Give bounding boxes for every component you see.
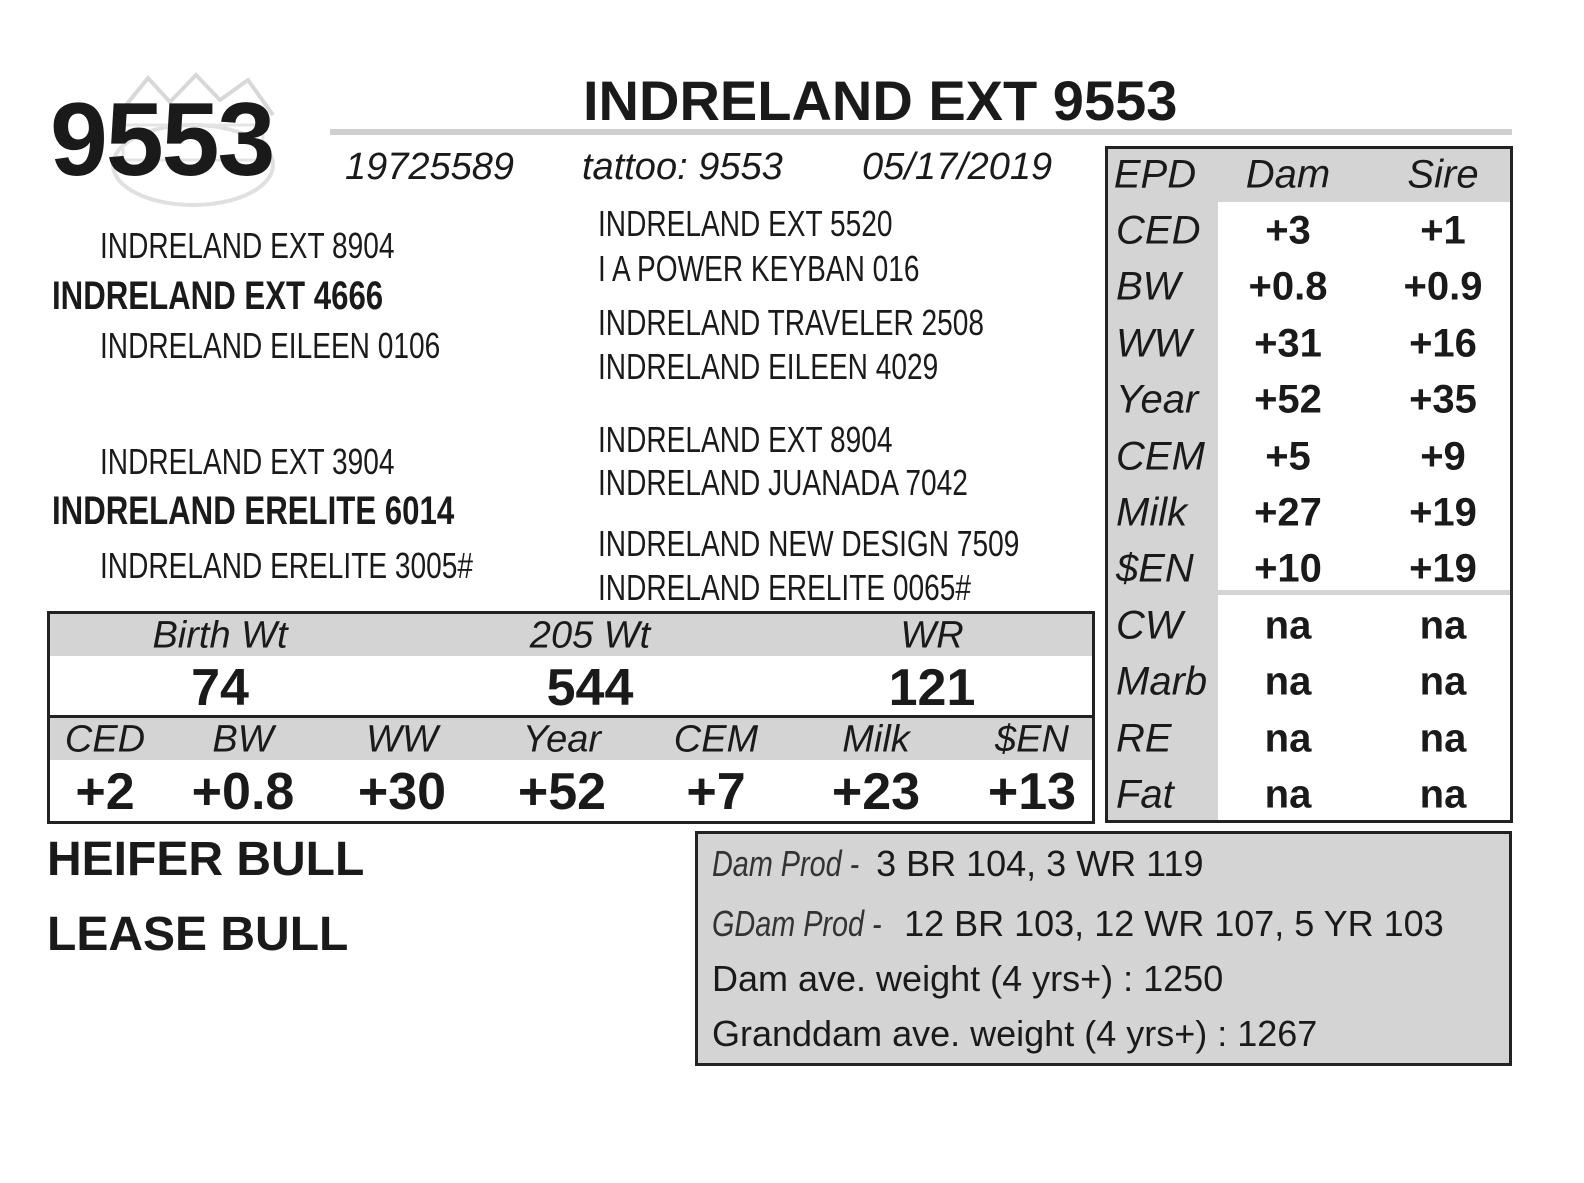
epd-dam-milk: +27: [1254, 490, 1322, 535]
perf-value-dollar-en: +13: [987, 763, 1077, 821]
epd-header-trait: EPD: [1113, 152, 1197, 197]
epd-sire-ced: +1: [1420, 208, 1466, 253]
dam-average-weight: Dam ave. weight (4 yrs+) : 1250: [712, 958, 1224, 999]
epd-trait-ced: CED: [1116, 208, 1201, 253]
perf-label-dollar-en: $EN: [995, 718, 1069, 761]
gdam-prod-value: 12 BR 103, 12 WR 107, 5 YR 103: [904, 903, 1444, 944]
205-weight-label: 205 Wt: [529, 614, 651, 657]
205-weight-value: 544: [546, 659, 634, 717]
dam-production: Dam Prod - 3 BR 104, 3 WR 119: [712, 843, 1204, 885]
lot-number: 9553: [50, 82, 275, 198]
pedigree-sire-sire-dam: I A POWER KEYBAN 016: [598, 248, 920, 289]
epd-trait-re: RE: [1116, 716, 1172, 761]
perf-label-ww: WW: [366, 718, 438, 761]
epd-trait-marb: Marb: [1116, 659, 1208, 704]
perf-label-bw: BW: [212, 718, 274, 761]
epd-dam-fat: na: [1264, 772, 1312, 817]
perf-value-ced: +2: [75, 763, 135, 821]
epd-sire-fat: na: [1419, 772, 1467, 817]
perf-label-ced: CED: [64, 718, 146, 761]
dam-prod-label: Dam Prod -: [712, 843, 860, 884]
birth-date: 05/17/2019: [862, 146, 1053, 188]
perf-label-cem: CEM: [673, 718, 759, 761]
epd-header-sire: Sire: [1407, 152, 1479, 197]
perf-label-year: Year: [522, 718, 602, 761]
pedigree-sire-dam-dam: INDRELAND EILEEN 4029: [598, 346, 939, 387]
epd-dam-cw: na: [1264, 603, 1312, 648]
perf-label-milk: Milk: [842, 718, 910, 761]
epd-trait-milk: Milk: [1116, 490, 1188, 535]
epd-dam-dollar-en: +10: [1254, 546, 1322, 591]
epd-sire-milk: +19: [1409, 490, 1477, 535]
pedigree-sire-dam-sire: INDRELAND TRAVELER 2508: [598, 302, 984, 343]
note-heifer-bull: HEIFER BULL: [47, 833, 365, 886]
header-rule: [330, 129, 1512, 135]
perf-value-cem: +7: [686, 763, 746, 821]
epd-sire-year: +35: [1409, 377, 1477, 422]
epd-trait-dollar-en: $EN: [1116, 546, 1194, 591]
epd-sire-dollar-en: +19: [1409, 546, 1477, 591]
pedigree-dam-dam-sire: INDRELAND NEW DESIGN 7509: [598, 523, 1020, 564]
perf-value-milk: +23: [831, 763, 921, 821]
epd-trait-year: Year: [1116, 377, 1199, 422]
epd-trait-cem: CEM: [1116, 434, 1205, 479]
epd-sire-marb: na: [1419, 659, 1467, 704]
epd-sire-cem: +9: [1420, 434, 1466, 479]
gdam-prod-label: GDam Prod -: [712, 903, 882, 944]
epd-table: EPD Dam Sire CED +3 +1 BW +0.8 +0.9 WW +31…: [1105, 146, 1513, 823]
pedigree-dam-sire: INDRELAND EXT 3904: [100, 441, 395, 482]
epd-sire-cw: na: [1419, 603, 1467, 648]
perf-value-bw: +0.8: [191, 763, 295, 821]
weaning-ratio-label: WR: [900, 614, 964, 657]
epd-divider: [1218, 590, 1510, 595]
pedigree-dam-sire-dam: INDRELAND JUANADA 7042: [598, 462, 968, 503]
epd-trait-cw: CW: [1116, 603, 1183, 648]
perf-value-ww: +30: [357, 763, 447, 821]
epd-dam-re: na: [1264, 716, 1312, 761]
registration-number: 19725589: [345, 146, 515, 188]
epd-trait-fat: Fat: [1116, 772, 1174, 817]
birth-weight-value: 74: [191, 659, 249, 717]
epd-dam-ced: +3: [1265, 208, 1311, 253]
gdam-production: GDam Prod - 12 BR 103, 12 WR 107, 5 YR 1…: [712, 903, 1444, 945]
pedigree-sire-sire: INDRELAND EXT 8904: [100, 225, 395, 266]
ranch-logo-watermark: [111, 72, 275, 207]
epd-dam-ww: +31: [1254, 321, 1322, 366]
epd-sire-bw: +0.9: [1403, 264, 1483, 309]
dam-prod-value: 3 BR 104, 3 WR 119: [876, 843, 1204, 884]
pedigree-dam: INDRELAND ERELITE 6014: [52, 489, 455, 533]
epd-header-dam: Dam: [1245, 152, 1331, 197]
perf-value-year: +52: [517, 763, 607, 821]
pedigree-dam-dam: INDRELAND ERELITE 3005#: [100, 545, 473, 586]
tattoo: tattoo: 9553: [582, 146, 783, 188]
epd-dam-year: +52: [1254, 377, 1322, 422]
epd-dam-cem: +5: [1265, 434, 1311, 479]
pedigree-dam-dam-dam: INDRELAND ERELITE 0065#: [598, 567, 971, 608]
epd-trait-bw: BW: [1116, 264, 1181, 309]
pedigree-dam-sire-sire: INDRELAND EXT 8904: [598, 419, 893, 460]
granddam-average-weight: Granddam ave. weight (4 yrs+) : 1267: [712, 1013, 1318, 1054]
epd-trait-ww: WW: [1116, 321, 1192, 366]
epd-dam-bw: +0.8: [1248, 264, 1328, 309]
note-lease-bull: LEASE BULL: [47, 908, 349, 961]
pedigree-sire-dam: INDRELAND EILEEN 0106: [100, 325, 441, 366]
performance-box: Birth Wt 205 Wt WR 74 544 121 CED +2 BW +…: [47, 611, 1095, 824]
animal-name: INDRELAND EXT 9553: [583, 69, 1178, 132]
epd-sire-re: na: [1419, 716, 1467, 761]
epd-dam-marb: na: [1264, 659, 1312, 704]
production-box: Dam Prod - 3 BR 104, 3 WR 119 GDam Prod …: [695, 831, 1512, 1066]
weaning-ratio-value: 121: [888, 659, 976, 717]
epd-sire-ww: +16: [1409, 321, 1477, 366]
pedigree-sire: INDRELAND EXT 4666: [52, 274, 384, 318]
birth-weight-label: Birth Wt: [152, 614, 288, 657]
pedigree-sire-sire-sire: INDRELAND EXT 5520: [598, 203, 893, 244]
